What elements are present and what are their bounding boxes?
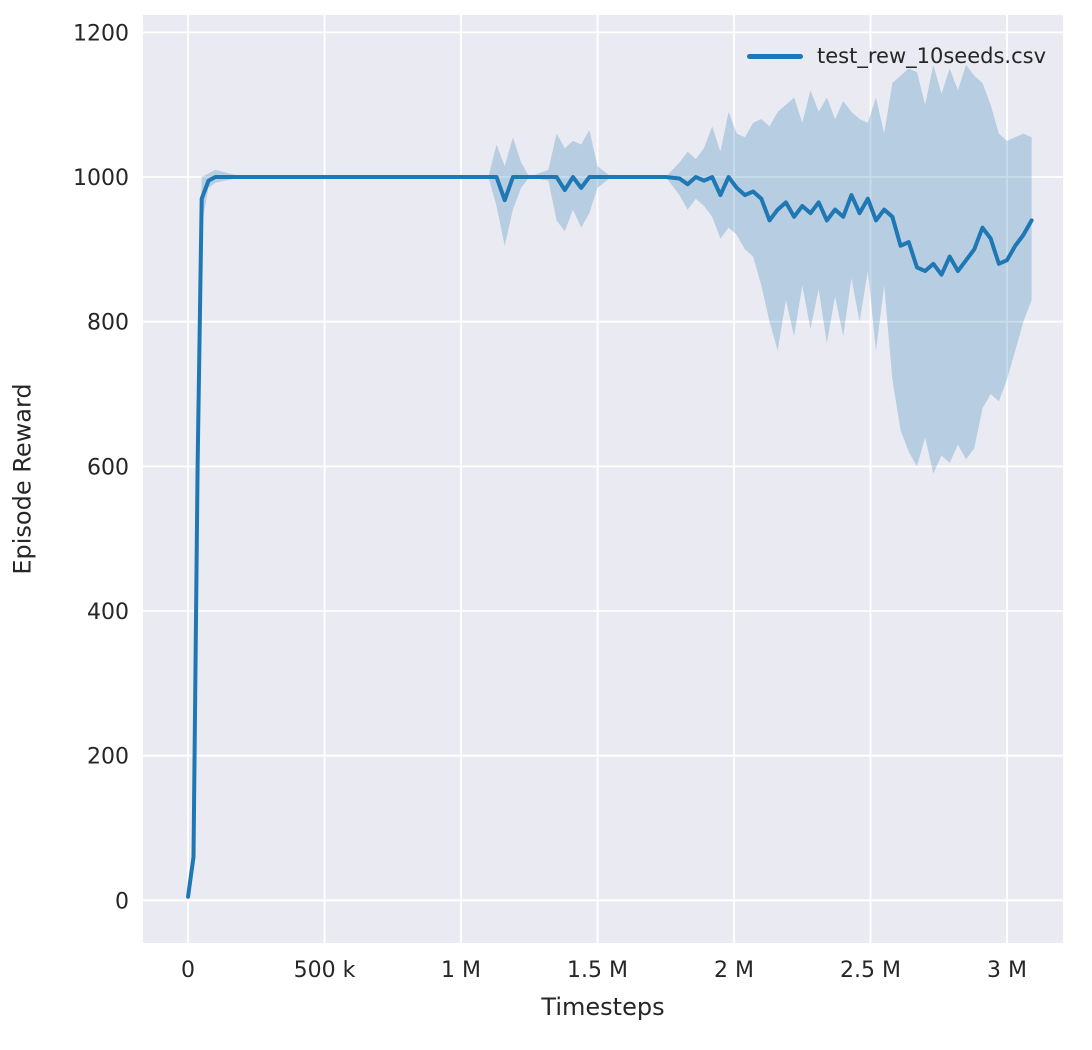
y-tick-label: 200 [87, 745, 129, 770]
y-tick-label: 0 [115, 889, 129, 914]
x-tick-label: 0 [181, 958, 195, 983]
legend-line-swatch [747, 53, 804, 59]
y-tick-label: 800 [87, 311, 129, 336]
x-tick-label: 1 M [441, 958, 481, 983]
x-tick-label: 3 M [987, 958, 1027, 983]
y-tick-label: 400 [87, 600, 129, 625]
mean-line [186, 175, 1034, 899]
y-tick-label: 1200 [73, 21, 129, 46]
y-axis-label: Episode Reward [6, 15, 40, 943]
x-tick-label: 2 M [714, 958, 754, 983]
x-axis-label-text: Timesteps [541, 993, 665, 1021]
x-tick-label: 500 k [294, 958, 356, 983]
x-axis-label: Timesteps [143, 993, 1063, 1021]
y-axis-label-text: Episode Reward [9, 383, 38, 575]
y-tick-label: 1000 [73, 166, 129, 191]
x-tick-label: 2.5 M [840, 958, 901, 983]
plot-area-background [143, 15, 1063, 943]
y-tick-label: 600 [87, 455, 129, 480]
confidence-band [188, 64, 1032, 897]
legend: test_rew_10seeds.csv [747, 44, 1046, 68]
legend-series-label: test_rew_10seeds.csv [817, 44, 1046, 68]
x-tick-label: 1.5 M [567, 958, 628, 983]
